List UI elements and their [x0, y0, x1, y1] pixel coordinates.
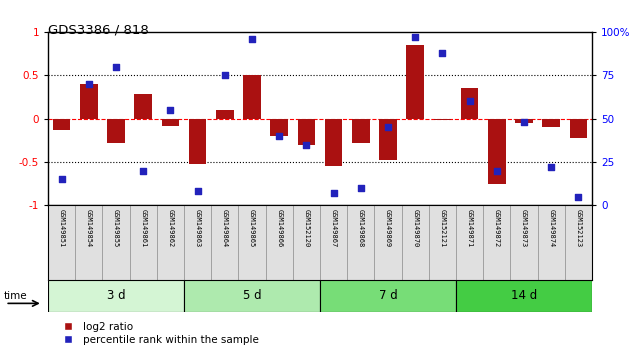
Point [437, 50, 447, 56]
Point [274, 133, 284, 139]
Point [56, 176, 67, 182]
Text: GSM149867: GSM149867 [331, 209, 337, 247]
Point [111, 64, 121, 69]
Text: GSM152121: GSM152121 [440, 209, 445, 247]
Bar [48, 280, 184, 312]
Text: GSM149864: GSM149864 [222, 209, 228, 247]
Text: GSM149854: GSM149854 [86, 209, 92, 247]
Bar [515, 119, 533, 123]
Bar [52, 119, 70, 130]
Text: GSM149874: GSM149874 [548, 209, 554, 247]
Point [301, 142, 312, 147]
Text: GDS3386 / 818: GDS3386 / 818 [48, 23, 148, 36]
Text: GSM149855: GSM149855 [113, 209, 119, 247]
Bar [542, 119, 560, 127]
Point [465, 98, 475, 104]
Text: 5 d: 5 d [243, 289, 261, 302]
Point [138, 168, 148, 173]
Bar [298, 119, 316, 144]
Bar [352, 119, 370, 143]
Point [546, 164, 556, 170]
Text: GSM149869: GSM149869 [385, 209, 391, 247]
Text: GSM152123: GSM152123 [575, 209, 581, 247]
Bar [406, 45, 424, 119]
Text: GSM149862: GSM149862 [168, 209, 173, 247]
Text: GSM152120: GSM152120 [303, 209, 309, 247]
Text: time: time [3, 291, 27, 301]
Point [410, 34, 420, 40]
Bar [184, 280, 320, 312]
Bar [320, 280, 456, 312]
Bar [324, 119, 342, 166]
Bar [161, 119, 179, 126]
Bar [216, 110, 234, 119]
Point [165, 107, 175, 113]
Text: 3 d: 3 d [107, 289, 125, 302]
Point [573, 194, 584, 200]
Text: GSM149851: GSM149851 [59, 209, 65, 247]
Bar [107, 119, 125, 143]
Bar [570, 119, 588, 138]
Point [519, 119, 529, 125]
Point [383, 125, 393, 130]
Bar [456, 280, 592, 312]
Point [492, 168, 502, 173]
Point [84, 81, 94, 87]
Bar [80, 84, 98, 119]
Bar [488, 119, 506, 184]
Point [356, 185, 366, 191]
Text: GSM149872: GSM149872 [494, 209, 500, 247]
Bar [243, 75, 261, 119]
Bar [270, 119, 288, 136]
Text: GSM149868: GSM149868 [358, 209, 364, 247]
Bar [189, 119, 207, 164]
Text: GSM149873: GSM149873 [521, 209, 527, 247]
Bar [433, 119, 451, 120]
Point [220, 73, 230, 78]
Point [193, 189, 203, 194]
Text: GSM149861: GSM149861 [140, 209, 146, 247]
Text: GSM149865: GSM149865 [249, 209, 255, 247]
Bar [461, 88, 479, 119]
Point [328, 190, 339, 196]
Text: GSM149871: GSM149871 [467, 209, 472, 247]
Legend: log2 ratio, percentile rank within the sample: log2 ratio, percentile rank within the s… [53, 317, 264, 349]
Bar [379, 119, 397, 160]
Text: 14 d: 14 d [511, 289, 537, 302]
Text: 7 d: 7 d [379, 289, 397, 302]
Text: GSM149863: GSM149863 [195, 209, 200, 247]
Point [247, 36, 257, 42]
Bar [134, 94, 152, 119]
Text: GSM149866: GSM149866 [276, 209, 282, 247]
Text: GSM149870: GSM149870 [412, 209, 418, 247]
